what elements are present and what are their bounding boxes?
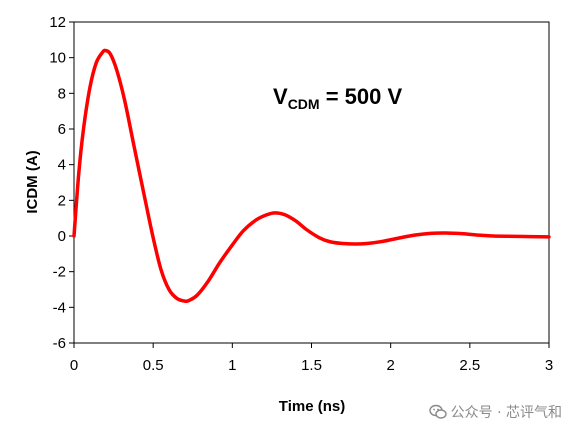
vcdm-annotation: VCDM = 500 V: [273, 84, 402, 112]
y-tick-label: 12: [49, 14, 66, 31]
series-layer: [72, 48, 551, 303]
watermark: 公众号 · 芯评气和: [428, 402, 562, 422]
y-tick-label: 0: [58, 228, 66, 245]
x-tick-label: 0.5: [143, 357, 164, 374]
y-tick-label: 8: [58, 85, 66, 102]
x-tick-label: 2: [386, 357, 394, 374]
x-axis-label: Time (ns): [279, 398, 345, 415]
vcdm-value: = 500 V: [320, 84, 403, 109]
x-tick-label: 1.5: [301, 357, 322, 374]
y-tick-label: 4: [58, 157, 66, 174]
wechat-icon: [428, 404, 447, 419]
icdm-series-line: [72, 48, 551, 303]
y-axis-label: ICDM (A): [24, 150, 41, 213]
x-tick-label: 3: [545, 357, 553, 374]
x-tick-label: 0: [70, 357, 78, 374]
y-tick-label: -4: [53, 299, 66, 316]
watermark-text: 公众号 · 芯评气和: [450, 405, 562, 421]
y-tick-label: 6: [58, 121, 66, 138]
plot-frame: [73, 21, 550, 344]
y-tick-label: -6: [53, 335, 66, 352]
vcdm-subscript: CDM: [288, 96, 320, 112]
tick-labels: -6 -4 -2 0 2 4 6 8 10 12 0 0.5 1 1.5 2 2.5 3: [49, 14, 553, 374]
x-tick-label: 2.5: [459, 357, 480, 374]
y-tick-label: -2: [53, 264, 66, 281]
x-tick-label: 1: [228, 357, 236, 374]
y-tick-label: 10: [49, 50, 66, 67]
vcdm-main: V: [273, 84, 288, 109]
y-tick-label: 2: [58, 192, 66, 209]
